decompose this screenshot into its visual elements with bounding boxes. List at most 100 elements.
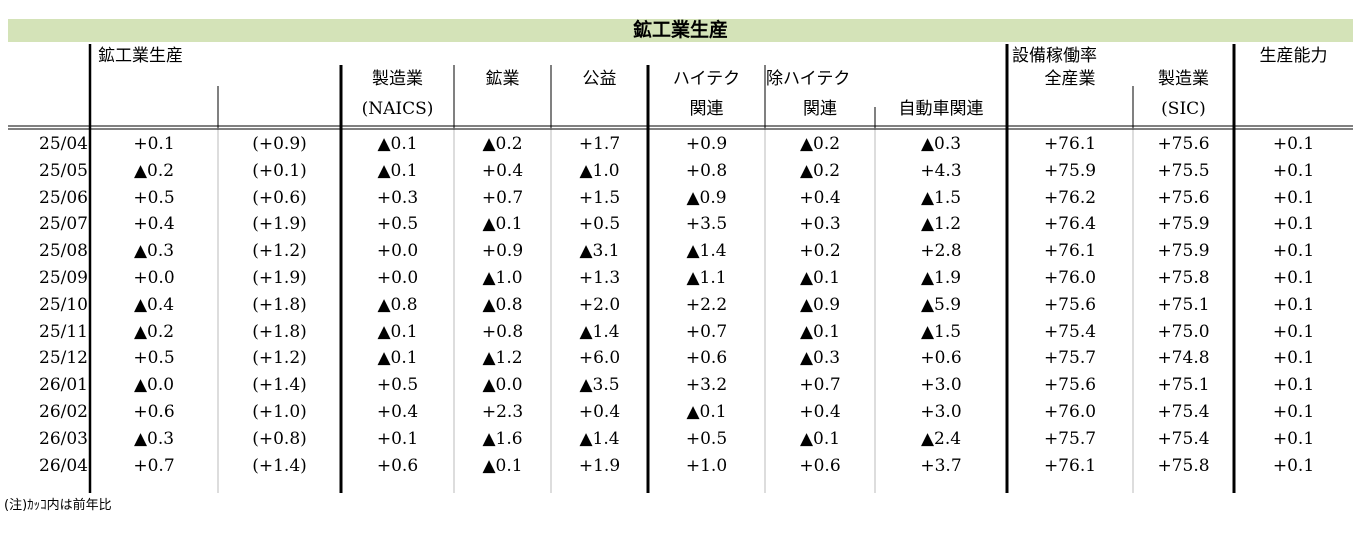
cell-production-mom: ▲0.2 xyxy=(133,160,175,181)
cell-hitech: +3.5 xyxy=(685,214,728,235)
cell-utilities: +1.3 xyxy=(578,268,621,288)
cell-ex-hitech: ▲0.1 xyxy=(799,268,841,288)
cell-period: 26/04 xyxy=(39,455,88,476)
cell-mining: ▲0.1 xyxy=(482,455,523,476)
cell-ex-hitech: +0.3 xyxy=(799,214,841,235)
header-sic: (SIC) xyxy=(1161,99,1206,119)
cell-utilities: +6.0 xyxy=(578,348,621,369)
cell-util-all: +76.0 xyxy=(1043,402,1097,422)
cell-production-yoy: (+1.8) xyxy=(252,294,307,315)
cell-ex-hitech: ▲0.3 xyxy=(799,348,841,369)
cell-production-yoy: (+1.8) xyxy=(252,321,307,342)
cell-util-mfg: +75.6 xyxy=(1157,134,1210,154)
cell-utilities: ▲3.5 xyxy=(579,375,620,396)
cell-manufacturing: ▲0.8 xyxy=(377,294,418,315)
cell-util-all: +75.9 xyxy=(1043,160,1097,181)
cell-ex-hitech: +0.4 xyxy=(799,402,841,422)
header-utilities: 公益 xyxy=(582,69,617,89)
cell-hitech: ▲1.4 xyxy=(686,241,727,262)
cell-manufacturing: +0.1 xyxy=(376,428,419,449)
cell-hitech: +0.6 xyxy=(685,348,728,369)
cell-production-mom: +0.6 xyxy=(133,402,175,422)
cell-mining: ▲1.6 xyxy=(482,428,523,449)
cell-manufacturing: +0.6 xyxy=(376,455,419,476)
cell-auto: +2.8 xyxy=(920,241,962,262)
footnote: (注)ｶｯｺ内は前年比 xyxy=(4,498,112,513)
cell-manufacturing: ▲0.1 xyxy=(377,321,418,342)
cell-manufacturing: +0.5 xyxy=(376,214,419,235)
cell-period: 25/07 xyxy=(39,214,88,235)
cell-hitech: +0.8 xyxy=(685,160,728,181)
cell-manufacturing: +0.0 xyxy=(376,241,419,262)
cell-util-mfg: +75.1 xyxy=(1157,294,1210,315)
cell-capacity: +0.1 xyxy=(1272,428,1315,449)
cell-mining: +0.8 xyxy=(481,321,524,342)
cell-capacity: +0.1 xyxy=(1272,187,1315,208)
header-capacity: 生産能力 xyxy=(1259,46,1328,66)
cell-util-mfg: +75.6 xyxy=(1157,187,1210,208)
cell-ex-hitech: ▲0.1 xyxy=(799,428,841,449)
cell-production-mom: ▲0.3 xyxy=(133,241,175,262)
cell-auto: +3.0 xyxy=(920,375,962,396)
header-auto-related: 自動車関連 xyxy=(898,99,984,119)
cell-period: 25/12 xyxy=(39,348,88,369)
cell-util-all: +76.1 xyxy=(1043,241,1097,262)
cell-mining: ▲0.2 xyxy=(482,134,523,154)
header-hitech-related: 関連 xyxy=(689,99,724,119)
cell-manufacturing: +0.4 xyxy=(376,402,419,422)
cell-production-yoy: (+0.1) xyxy=(252,160,307,181)
cell-period: 25/05 xyxy=(39,160,88,181)
cell-utilities: ▲1.4 xyxy=(579,428,620,449)
header-utilization-group: 設備稼働率 xyxy=(1012,46,1097,66)
cell-manufacturing: +0.0 xyxy=(376,268,419,288)
cell-ex-hitech: +0.4 xyxy=(799,187,841,208)
cell-period: 25/10 xyxy=(39,294,88,315)
cell-capacity: +0.1 xyxy=(1272,402,1315,422)
cell-utilities: ▲3.1 xyxy=(579,241,620,262)
cell-util-all: +75.7 xyxy=(1043,428,1097,449)
cell-utilities: ▲1.4 xyxy=(579,321,620,342)
header-all-industries: 全産業 xyxy=(1044,69,1096,89)
cell-ex-hitech: ▲0.9 xyxy=(799,294,841,315)
cell-utilities: +2.0 xyxy=(578,294,621,315)
cell-util-mfg: +75.0 xyxy=(1157,321,1210,342)
header-ex-hitech: 除ハイテク xyxy=(766,69,851,89)
cell-auto: ▲1.9 xyxy=(920,268,962,288)
cell-production-mom: +0.7 xyxy=(133,455,175,476)
cell-period: 25/04 xyxy=(39,134,88,154)
cell-production-yoy: (+0.6) xyxy=(252,187,307,208)
cell-production-yoy: (+1.4) xyxy=(252,375,307,396)
cell-util-mfg: +75.5 xyxy=(1157,160,1210,181)
cell-util-all: +75.6 xyxy=(1043,375,1097,396)
cell-production-mom: +0.5 xyxy=(133,348,175,369)
cell-auto: ▲1.5 xyxy=(920,187,962,208)
cell-util-all: +75.7 xyxy=(1043,348,1097,369)
cell-hitech: +2.2 xyxy=(685,294,728,315)
cell-production-yoy: (+0.9) xyxy=(252,134,307,154)
cell-manufacturing: +0.3 xyxy=(376,187,419,208)
cell-util-mfg: +75.8 xyxy=(1157,268,1210,288)
cell-production-mom: ▲0.3 xyxy=(133,428,175,449)
cell-auto: +3.7 xyxy=(920,455,962,476)
cell-manufacturing: ▲0.1 xyxy=(377,134,418,154)
cell-capacity: +0.1 xyxy=(1272,455,1315,476)
cell-manufacturing: ▲0.1 xyxy=(377,348,418,369)
cell-util-mfg: +74.8 xyxy=(1157,348,1210,369)
cell-capacity: +0.1 xyxy=(1272,160,1315,181)
cell-production-yoy: (+1.4) xyxy=(252,455,307,476)
cell-auto: +0.6 xyxy=(920,348,962,369)
cell-production-yoy: (+1.9) xyxy=(252,268,307,288)
cell-capacity: +0.1 xyxy=(1272,134,1315,154)
cell-production-mom: +0.0 xyxy=(133,268,175,288)
cell-production-mom: +0.5 xyxy=(133,187,175,208)
cell-capacity: +0.1 xyxy=(1272,348,1315,369)
header-production-group: 鉱工業生産 xyxy=(98,46,183,66)
cell-ex-hitech: +0.6 xyxy=(799,455,841,476)
cell-period: 26/02 xyxy=(39,402,88,422)
cell-period: 25/06 xyxy=(39,187,88,208)
cell-mining: ▲0.8 xyxy=(482,294,523,315)
cell-capacity: +0.1 xyxy=(1272,268,1315,288)
cell-production-mom: +0.4 xyxy=(133,214,175,235)
cell-manufacturing: +0.5 xyxy=(376,375,419,396)
cell-ex-hitech: ▲0.1 xyxy=(799,321,841,342)
